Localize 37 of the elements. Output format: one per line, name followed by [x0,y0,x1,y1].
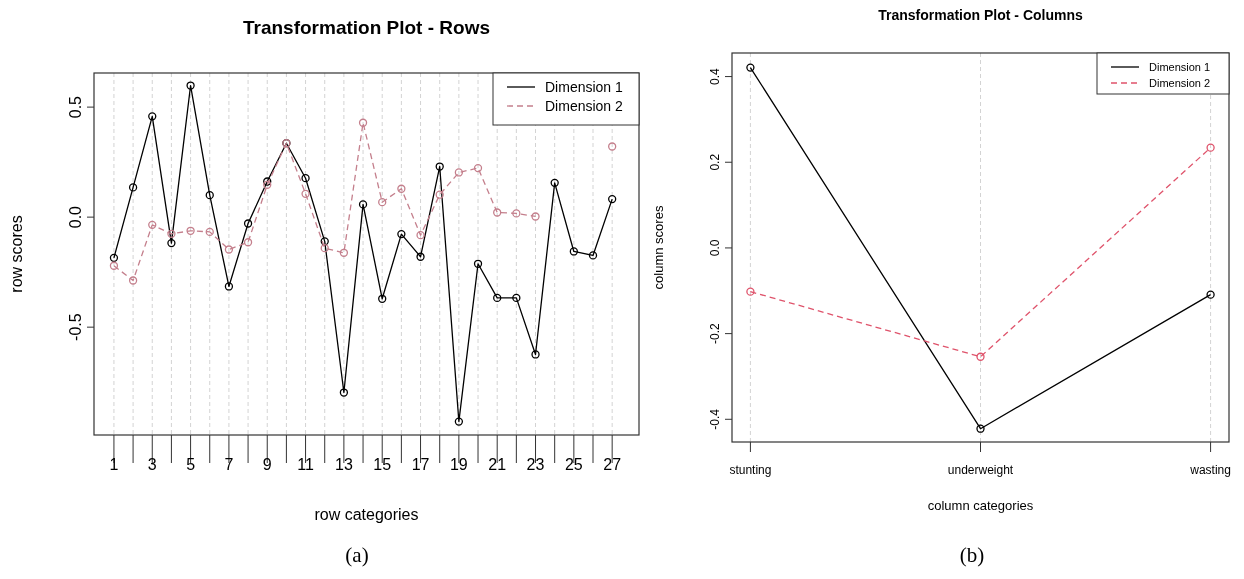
x-axis-title: column categories [927,498,1034,513]
y-tick-label: 0.0 [67,205,84,229]
y-tick-label: -0.2 [708,322,722,344]
text: (a) [345,543,369,567]
x-tick-label: 27 [603,456,622,473]
y-axis-title: column scores [651,205,666,290]
x-axis-title: row categories [314,506,419,523]
y-tick-label: 0.0 [708,239,722,257]
x-tick-label: 3 [147,456,157,473]
legend-label: Dimension 1 [545,78,624,95]
chart-title: Transformation Plot - Rows [242,17,491,38]
legend-label: Dimension 2 [1149,76,1211,89]
x-tick-label: 19 [449,456,468,473]
y-axis-title: row scores [8,215,25,293]
x-tick-label: 25 [564,456,583,473]
x-tick-label: 15 [373,456,392,473]
legend-label: Dimension 1 [1149,60,1211,73]
x-tick-label: 21 [488,456,507,473]
y-tick-label: 0.2 [708,153,722,171]
x-tick-label: 13 [334,456,353,473]
x-tick-label: stunting [729,463,772,477]
x-tick-label: 1 [109,456,119,473]
x-tick-label: 9 [262,456,272,473]
y-tick-label: -0.4 [708,408,722,430]
x-tick-label: 11 [297,456,314,473]
y-tick-label: 0.4 [708,67,722,85]
x-tick-label: 7 [224,456,234,473]
y-tick-label: 0.5 [67,95,84,119]
legend-label: Dimension 2 [545,97,624,114]
chart-title: Transformation Plot - Columns [878,7,1083,23]
x-tick-label: 23 [526,456,545,473]
x-tick-label: wasting [1189,463,1231,477]
x-tick-label: 5 [186,456,196,473]
x-tick-label: underweight [947,463,1014,477]
y-tick-label: -0.5 [67,313,84,341]
x-tick-label: 17 [411,456,430,473]
text: (b) [959,543,985,567]
